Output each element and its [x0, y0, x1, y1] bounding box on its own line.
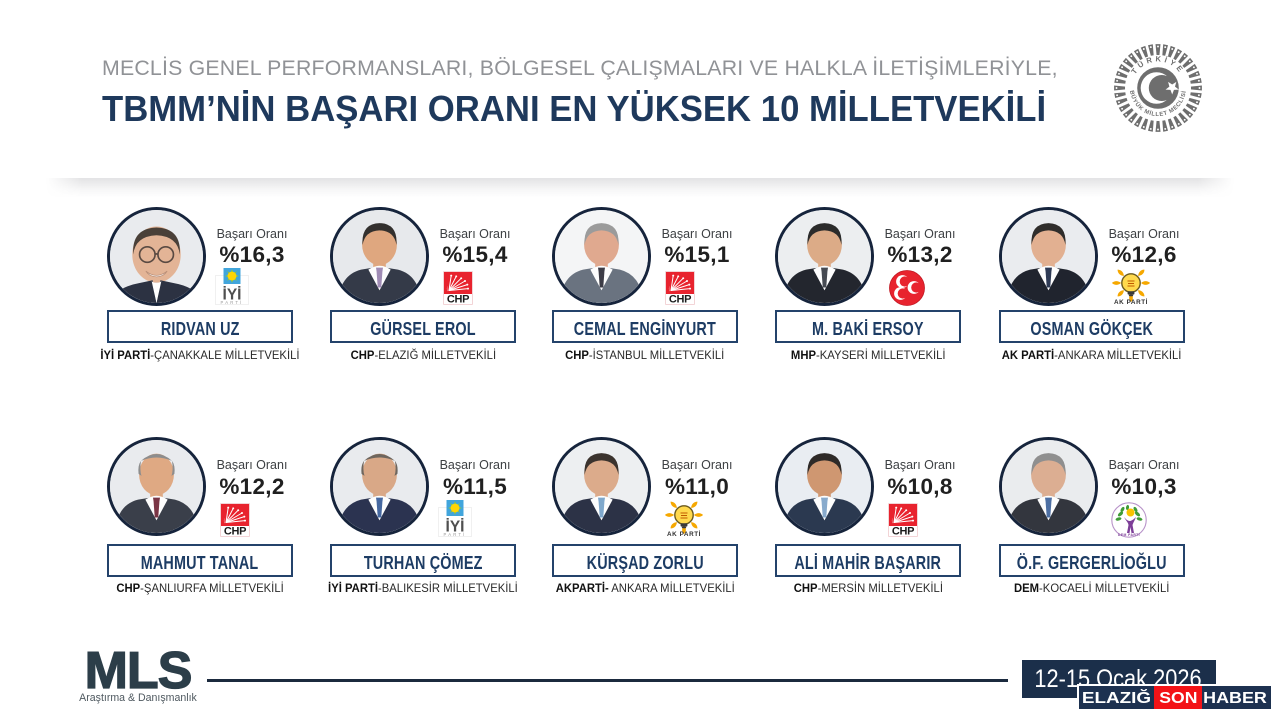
- svg-text:CHP: CHP: [892, 526, 914, 537]
- svg-text:CHP: CHP: [447, 294, 469, 305]
- svg-text:İYİ: İYİ: [223, 287, 242, 304]
- svg-text:PARTİ: PARTİ: [221, 300, 244, 305]
- svg-text:CHP: CHP: [224, 526, 246, 537]
- svg-text:PARTİ: PARTİ: [444, 532, 467, 537]
- svg-text:DEM PARTİ: DEM PARTİ: [1118, 533, 1140, 537]
- svg-text:İYİ: İYİ: [446, 519, 465, 536]
- svg-text:CHP: CHP: [669, 294, 691, 305]
